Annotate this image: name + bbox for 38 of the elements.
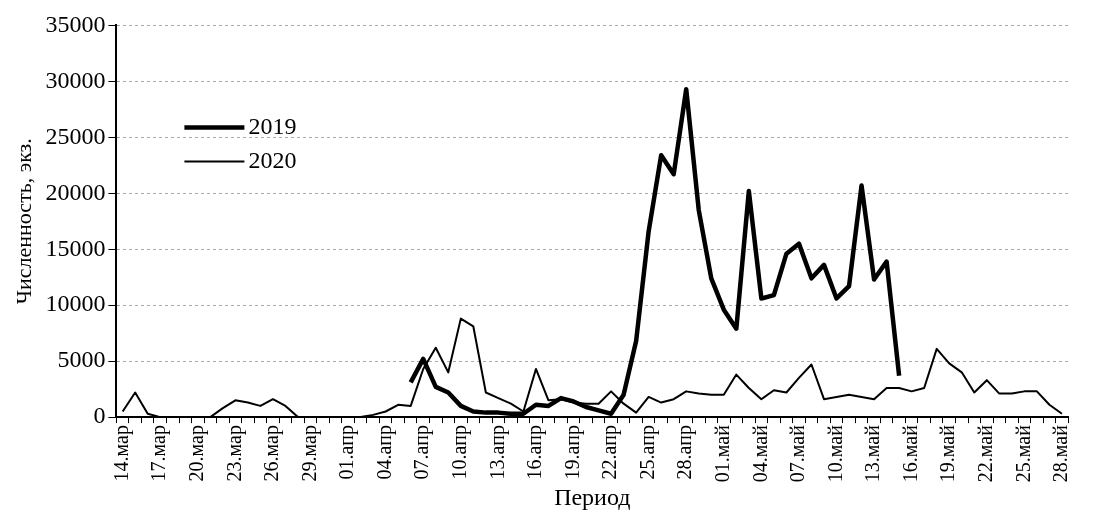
- x-tick-label: 10.май: [823, 424, 846, 483]
- y-tick-label: 25000: [45, 122, 106, 149]
- y-axis-title: Численность, экз.: [10, 138, 36, 305]
- x-tick-label: 07.май: [786, 424, 809, 483]
- x-tick-label: 22.апр: [598, 425, 622, 480]
- y-tick-label: 5000: [57, 346, 106, 373]
- x-tick-label: 13.апр: [485, 425, 509, 480]
- x-tick-label: 16.апр: [523, 425, 547, 480]
- x-tick-label: 10.апр: [448, 425, 472, 480]
- x-tick-label: 23.мар: [222, 425, 246, 482]
- y-tick-label: 30000: [45, 66, 106, 93]
- x-tick-label: 26.мар: [260, 425, 284, 482]
- x-tick-label: 04.апр: [372, 425, 396, 480]
- x-tick-label: 01.май: [711, 424, 734, 483]
- x-tick-label: 13.май: [861, 424, 884, 483]
- y-tick-label: 0: [93, 402, 106, 429]
- x-tick-label: 01.апр: [335, 425, 359, 480]
- x-tick-label: 22.май: [974, 424, 997, 483]
- x-tick-label: 07.апр: [410, 425, 434, 480]
- y-tick-label: 20000: [45, 178, 106, 205]
- legend-label: 2020: [248, 146, 297, 173]
- x-tick-label: 20.мар: [185, 425, 209, 482]
- y-tick-label: 35000: [45, 10, 106, 37]
- legend-label: 2019: [248, 112, 297, 139]
- x-tick-label: 19.май: [936, 424, 959, 483]
- x-tick-label: 25.апр: [635, 425, 659, 480]
- y-tick-label: 10000: [45, 290, 106, 317]
- y-tick-label: 15000: [45, 234, 106, 261]
- x-tick-label: 28.май: [1049, 424, 1072, 483]
- x-tick-label: 16.май: [898, 424, 921, 483]
- x-tick-label: 29.мар: [297, 425, 321, 482]
- x-tick-label: 04.май: [748, 424, 771, 483]
- x-axis-title: Период: [554, 483, 631, 510]
- x-tick-label: 28.апр: [673, 425, 697, 480]
- x-tick-label: 17.мар: [147, 425, 171, 482]
- x-tick-label: 25.май: [1011, 424, 1034, 483]
- x-tick-label: 14.мар: [109, 425, 133, 482]
- x-tick-label: 19.апр: [560, 425, 584, 480]
